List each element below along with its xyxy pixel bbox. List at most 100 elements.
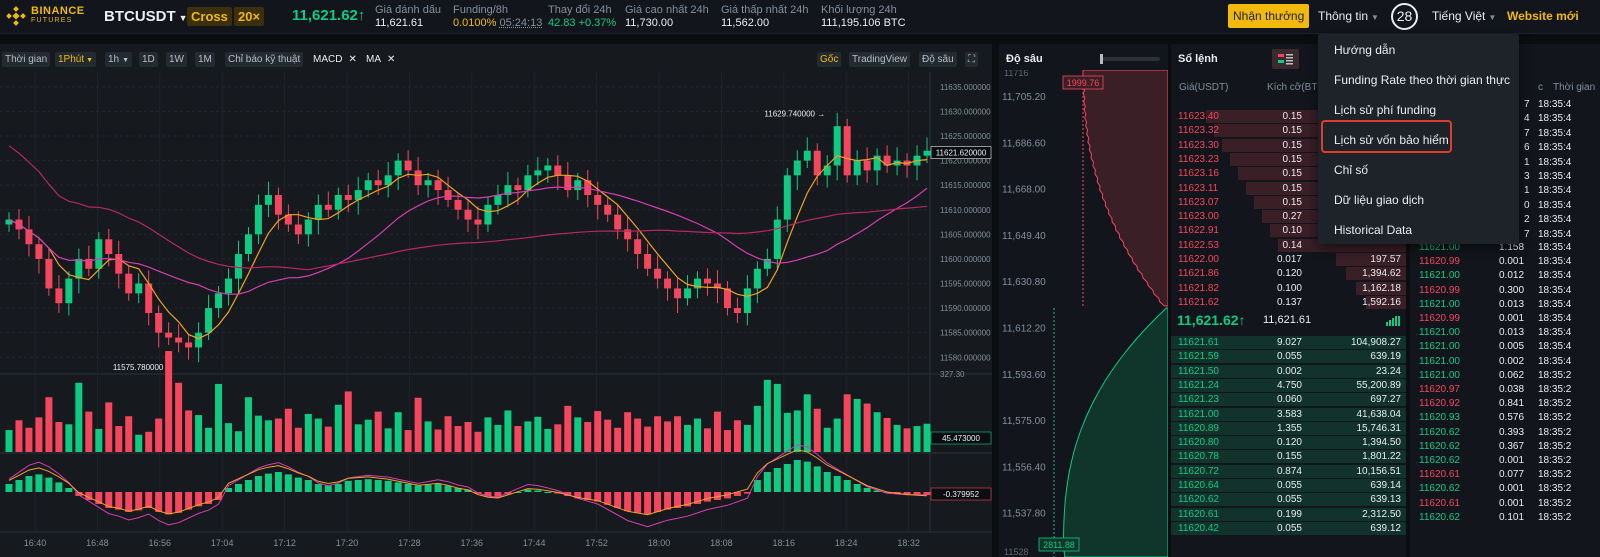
bid-price: 11621.00 bbox=[1178, 408, 1219, 420]
bid-row[interactable]: 11620.72 0.874 10,156.51 bbox=[1171, 464, 1406, 478]
close-icon[interactable]: ✕ bbox=[387, 54, 396, 65]
info-menu[interactable]: Thông tin ▼ bbox=[1318, 9, 1379, 23]
slider-handle[interactable] bbox=[1100, 54, 1103, 64]
stat-value: 11,621.61 bbox=[375, 17, 424, 29]
language-selector[interactable]: Tiếng Việt ▼ bbox=[1432, 9, 1496, 23]
x-tick-label: 17:36 bbox=[461, 538, 484, 548]
depth-zoom-slider[interactable] bbox=[1100, 54, 1160, 64]
menu-item-trading-data[interactable]: Dữ liệu giao dịch bbox=[1334, 193, 1425, 207]
close-icon[interactable]: ✕ bbox=[348, 54, 357, 65]
bid-row[interactable]: 11620.62 0.055 639.13 bbox=[1171, 493, 1406, 507]
caret-down-icon: ▼ bbox=[122, 57, 130, 64]
candle-body bbox=[703, 278, 711, 284]
bid-row[interactable]: 11621.24 4.750 55,200.89 bbox=[1171, 378, 1406, 392]
interval-1d-button[interactable]: 1D bbox=[139, 52, 158, 67]
macd-tag[interactable]: MACD ✕ bbox=[310, 52, 360, 67]
ask-row[interactable]: 11621.62 0.137 1,592.16 bbox=[1171, 295, 1406, 309]
x-tick-label: 18:16 bbox=[773, 538, 796, 548]
trade-price: 11620.62 bbox=[1419, 440, 1460, 452]
x-tick-label: 17:52 bbox=[585, 538, 608, 548]
binance-futures-logo[interactable]: BINANCE FUTURES bbox=[6, 6, 85, 26]
bid-row[interactable]: 11620.61 0.199 2,312.50 bbox=[1171, 507, 1406, 521]
trade-price: 11620.97 bbox=[1419, 384, 1460, 395]
trade-row: 11620.97 0.038 18:35:2 bbox=[1410, 383, 1600, 397]
menu-item-guide[interactable]: Hướng dẫn bbox=[1334, 43, 1396, 57]
y-tick-label: 11635.000000 bbox=[940, 83, 991, 92]
chevron-down-icon: ▼ bbox=[1371, 13, 1379, 22]
macd-histogram-bar bbox=[314, 484, 322, 492]
indicators-button[interactable]: Chỉ báo kỹ thuật bbox=[225, 52, 304, 67]
bid-total: 639.19 bbox=[1370, 351, 1401, 363]
reward-button[interactable]: Nhận thưởng bbox=[1228, 4, 1310, 28]
symbol-selector[interactable]: BTCUSDT ▼ bbox=[104, 8, 188, 25]
x-tick-label: 16:48 bbox=[86, 538, 109, 548]
interval-1h-selector[interactable]: 1h ▼ bbox=[105, 52, 133, 67]
macd-histogram-bar bbox=[664, 492, 672, 510]
ask-row[interactable]: 11621.82 0.100 1,162.18 bbox=[1171, 281, 1406, 295]
bid-row[interactable]: 11621.61 9.027 104,908.27 bbox=[1171, 336, 1406, 349]
volume-bar bbox=[604, 419, 612, 452]
language-label: Tiếng Việt bbox=[1432, 9, 1486, 23]
bid-row[interactable]: 11621.00 3.583 41,638.04 bbox=[1171, 407, 1406, 421]
bid-total: 639.12 bbox=[1370, 522, 1401, 534]
symbol-label: BTCUSDT bbox=[104, 8, 176, 25]
bid-row[interactable]: 11620.64 0.055 639.14 bbox=[1171, 479, 1406, 492]
trade-time: 18:35:4 bbox=[1538, 171, 1572, 182]
macd-histogram-bar bbox=[284, 474, 292, 492]
bid-row[interactable]: 11620.42 0.055 639.12 bbox=[1171, 521, 1406, 535]
bid-row[interactable]: 11621.59 0.055 639.19 bbox=[1171, 350, 1406, 364]
funding-rate: 0.0100% bbox=[453, 17, 497, 29]
leverage-button[interactable]: 20× bbox=[234, 7, 265, 26]
orderbook-layout-toggle[interactable] bbox=[1272, 49, 1299, 69]
volume-bar bbox=[304, 413, 312, 452]
ask-size: 0.27 bbox=[1282, 211, 1302, 223]
trade-price: 11620.92 bbox=[1419, 398, 1460, 410]
margin-mode-button[interactable]: Cross bbox=[187, 7, 232, 26]
bid-row[interactable]: 11621.50 0.002 23.24 bbox=[1171, 364, 1406, 378]
menu-item-historical-data[interactable]: Historical Data bbox=[1334, 223, 1413, 237]
ask-size: 0.15 bbox=[1282, 139, 1302, 151]
ask-price: 11623.00 bbox=[1178, 211, 1219, 223]
volume-bar bbox=[45, 397, 53, 452]
ask-size: 0.137 bbox=[1276, 296, 1302, 308]
bid-row[interactable]: 11620.89 1.355 15,746.31 bbox=[1171, 421, 1406, 435]
ask-row[interactable]: 11622.00 0.017 197.57 bbox=[1171, 253, 1406, 266]
macd-histogram-bar bbox=[324, 485, 332, 492]
interval-1m-selector[interactable]: 1Phút ▼ bbox=[55, 52, 97, 67]
stat-high-24h: Giá cao nhất 24h 11,730.00 bbox=[625, 4, 709, 30]
bid-row[interactable]: 11620.78 0.155 1,801.22 bbox=[1171, 450, 1406, 464]
trade-row: 11620.62 0.001 18:35:2 bbox=[1410, 454, 1600, 468]
macd-histogram-bar bbox=[644, 492, 652, 515]
interval-1w-button[interactable]: 1W bbox=[166, 52, 187, 67]
y-tick-label: 11605.000000 bbox=[940, 230, 991, 239]
candle-body bbox=[215, 293, 223, 309]
ask-row[interactable]: 11621.86 0.120 1,394.62 bbox=[1171, 267, 1406, 281]
x-tick-label: 18:08 bbox=[710, 538, 733, 548]
ma-tag[interactable]: MA ✕ bbox=[363, 52, 398, 67]
view-tradingview-button[interactable]: TradingView bbox=[849, 52, 911, 67]
new-website-link[interactable]: Website mới bbox=[1507, 9, 1579, 23]
ask-price: 11623.40 bbox=[1178, 111, 1219, 122]
menu-item-realtime-funding-rate[interactable]: Funding Rate theo thời gian thực bbox=[1334, 73, 1511, 87]
menu-item-insurance-fund-history[interactable]: Lịch sử vốn bảo hiểm bbox=[1334, 133, 1449, 147]
stat-volume-24h: Khối lượng 24h 111,195.106 BTC bbox=[821, 4, 906, 30]
trades-time-header: Thời gian bbox=[1553, 82, 1596, 93]
menu-item-index[interactable]: Chỉ số bbox=[1334, 163, 1369, 177]
view-depth-button[interactable]: Độ sâu bbox=[919, 52, 957, 67]
volume-bar bbox=[544, 428, 552, 452]
menu-item-funding-history[interactable]: Lịch sử phí funding bbox=[1334, 103, 1437, 117]
interval-1mo-button[interactable]: 1M bbox=[195, 52, 215, 67]
bid-row[interactable]: 11621.23 0.060 697.27 bbox=[1171, 393, 1406, 407]
trade-price: 11621.00 bbox=[1419, 369, 1460, 381]
notification-button[interactable]: 28 bbox=[1391, 3, 1418, 30]
candle-body bbox=[753, 268, 761, 289]
volume-current-label: 45.473000 bbox=[942, 434, 980, 443]
view-original-button[interactable]: Gốc bbox=[817, 52, 842, 67]
bid-row[interactable]: 11620.80 0.120 1,394.50 bbox=[1171, 436, 1406, 450]
price-chart[interactable]: 11635.000000 11630.000000 11625.000000 1162… bbox=[0, 72, 992, 557]
volume-bar bbox=[55, 422, 63, 452]
fullscreen-icon[interactable]: ⛶ bbox=[965, 52, 978, 67]
ma-long-line bbox=[8, 145, 928, 271]
candle-body bbox=[364, 180, 372, 191]
macd-histogram-bar bbox=[793, 460, 801, 492]
